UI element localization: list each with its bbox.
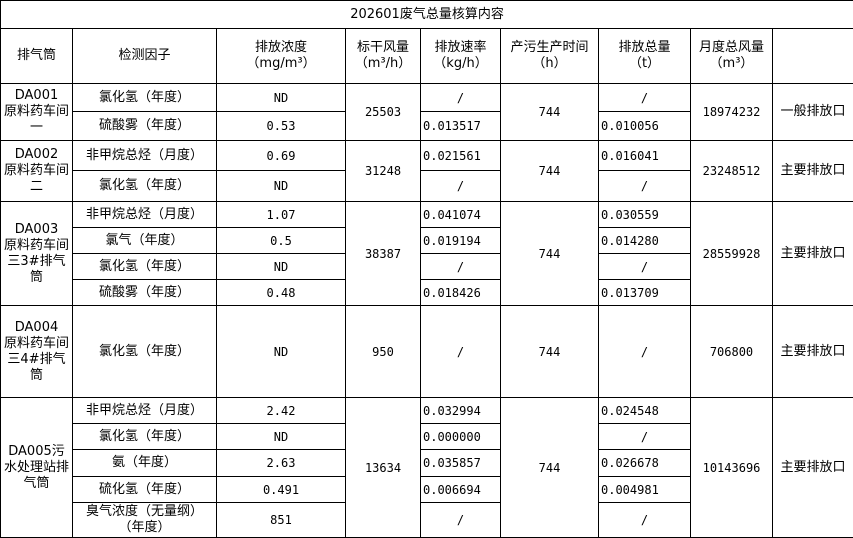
header-concentration: 排放浓度 （mg/m³）: [217, 29, 346, 84]
header-monthly-flow: 月度总风量 （m³）: [691, 29, 773, 84]
rate-cell: 0.019194: [421, 228, 501, 254]
header-factor: 检测因子: [73, 29, 217, 84]
concentration-cell: 851: [217, 503, 346, 538]
rate-cell: /: [421, 503, 501, 538]
factor-cell: 氯化氢（年度）: [73, 424, 217, 450]
rate-cell: 0.035857: [421, 450, 501, 477]
hours-cell: 744: [501, 84, 599, 141]
concentration-cell: 0.491: [217, 477, 346, 503]
concentration-cell: 0.48: [217, 280, 346, 306]
factor-cell: 氯化氢（年度）: [73, 84, 217, 112]
concentration-cell: 0.69: [217, 141, 346, 171]
monthly-flow-cell: 18974232: [691, 84, 773, 141]
concentration-cell: ND: [217, 171, 346, 202]
header-type: [773, 29, 853, 84]
outlet-type-cell: 主要排放口: [773, 202, 853, 306]
outlet-type-cell: 主要排放口: [773, 141, 853, 202]
concentration-cell: 2.42: [217, 398, 346, 424]
outlet-cell: DA002 原料药车间二: [1, 141, 73, 202]
rate-cell: 0.013517: [421, 112, 501, 141]
hours-cell: 744: [501, 141, 599, 202]
rate-cell: /: [421, 254, 501, 280]
concentration-cell: ND: [217, 306, 346, 398]
hours-cell: 744: [501, 202, 599, 306]
rate-cell: 0.021561: [421, 141, 501, 171]
rate-cell: 0.018426: [421, 280, 501, 306]
rate-cell: 0.032994: [421, 398, 501, 424]
total-cell: /: [599, 254, 691, 280]
monthly-flow-cell: 23248512: [691, 141, 773, 202]
total-cell: /: [599, 171, 691, 202]
outlet-cell: DA001 原料药车间一: [1, 84, 73, 141]
flow-cell: 950: [346, 306, 421, 398]
outlet-cell: DA003 原料药车间三3#排气筒: [1, 202, 73, 306]
total-cell: 0.004981: [599, 477, 691, 503]
flow-cell: 25503: [346, 84, 421, 141]
rate-cell: /: [421, 306, 501, 398]
header-total: 排放总量 （t）: [599, 29, 691, 84]
table-title: 202601废气总量核算内容: [1, 1, 853, 29]
factor-cell: 氯化氢（年度）: [73, 171, 217, 202]
concentration-cell: 0.53: [217, 112, 346, 141]
factor-cell: 硫化氢（年度）: [73, 477, 217, 503]
monthly-flow-cell: 706800: [691, 306, 773, 398]
outlet-type-cell: 一般排放口: [773, 84, 853, 141]
total-cell: /: [599, 306, 691, 398]
header-rate: 排放速率 （kg/h）: [421, 29, 501, 84]
flow-cell: 38387: [346, 202, 421, 306]
factor-cell: 非甲烷总烃（月度）: [73, 141, 217, 171]
total-cell: 0.014280: [599, 228, 691, 254]
rate-cell: /: [421, 84, 501, 112]
hours-cell: 744: [501, 398, 599, 538]
factor-cell: 非甲烷总烃（月度）: [73, 202, 217, 228]
total-cell: /: [599, 424, 691, 450]
factor-cell: 氯化氢（年度）: [73, 254, 217, 280]
total-cell: 0.013709: [599, 280, 691, 306]
flow-cell: 31248: [346, 141, 421, 202]
total-cell: 0.030559: [599, 202, 691, 228]
header-row: 排气筒检测因子排放浓度 （mg/m³）标干风量 （m³/h）排放速率 （kg/h…: [1, 29, 853, 84]
factor-cell: 氯气（年度）: [73, 228, 217, 254]
factor-cell: 臭气浓度（无量纲）（年度）: [73, 503, 217, 538]
total-cell: 0.010056: [599, 112, 691, 141]
outlet-type-cell: 主要排放口: [773, 398, 853, 538]
outlet-type-cell: 主要排放口: [773, 306, 853, 398]
rate-cell: 0.041074: [421, 202, 501, 228]
total-cell: 0.016041: [599, 141, 691, 171]
total-cell: /: [599, 503, 691, 538]
factor-cell: 硫酸雾（年度）: [73, 280, 217, 306]
monthly-flow-cell: 28559928: [691, 202, 773, 306]
concentration-cell: 0.5: [217, 228, 346, 254]
concentration-cell: 2.63: [217, 450, 346, 477]
total-cell: 0.026678: [599, 450, 691, 477]
total-cell: /: [599, 84, 691, 112]
header-hours: 产污生产时间 （h）: [501, 29, 599, 84]
rate-cell: 0.006694: [421, 477, 501, 503]
concentration-cell: 1.07: [217, 202, 346, 228]
factor-cell: 非甲烷总烃（月度）: [73, 398, 217, 424]
flow-cell: 13634: [346, 398, 421, 538]
concentration-cell: ND: [217, 424, 346, 450]
concentration-cell: ND: [217, 84, 346, 112]
factor-cell: 氯化氢（年度）: [73, 306, 217, 398]
monthly-flow-cell: 10143696: [691, 398, 773, 538]
header-outlet: 排气筒: [1, 29, 73, 84]
rate-cell: 0.000000: [421, 424, 501, 450]
outlet-cell: DA004 原料药车间三4#排气筒: [1, 306, 73, 398]
factor-cell: 氨（年度）: [73, 450, 217, 477]
concentration-cell: ND: [217, 254, 346, 280]
outlet-cell: DA005污水处理站排气筒: [1, 398, 73, 538]
hours-cell: 744: [501, 306, 599, 398]
header-flow: 标干风量 （m³/h）: [346, 29, 421, 84]
total-cell: 0.024548: [599, 398, 691, 424]
factor-cell: 硫酸雾（年度）: [73, 112, 217, 141]
rate-cell: /: [421, 171, 501, 202]
